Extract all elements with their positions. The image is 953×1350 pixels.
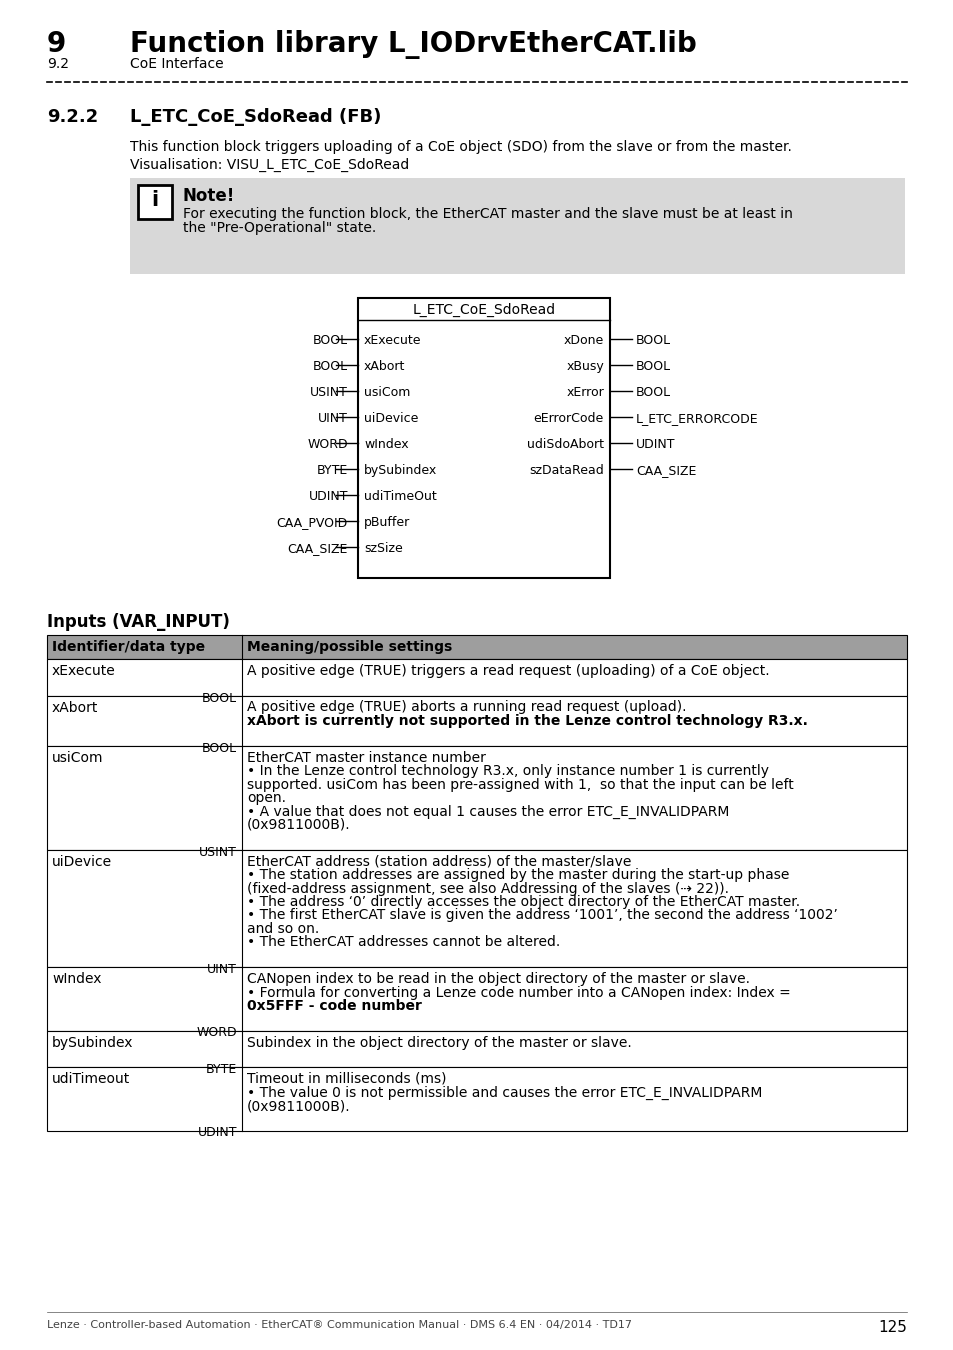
Text: xError: xError: [566, 386, 603, 400]
Text: open.: open.: [247, 791, 286, 805]
Text: 9: 9: [47, 30, 66, 58]
Text: xAbort is currently not supported in the Lenze control technology R3.x.: xAbort is currently not supported in the…: [247, 714, 807, 728]
Text: xExecute: xExecute: [364, 333, 421, 347]
Text: UINT: UINT: [207, 963, 236, 976]
Text: L_ETC_ERRORCODE: L_ETC_ERRORCODE: [636, 412, 758, 425]
Text: WORD: WORD: [196, 1026, 236, 1040]
Text: the "Pre-Operational" state.: the "Pre-Operational" state.: [183, 221, 375, 235]
Text: A positive edge (TRUE) aborts a running read request (upload).: A positive edge (TRUE) aborts a running …: [247, 701, 686, 714]
Bar: [47, 849, 906, 967]
Bar: [47, 1066, 906, 1130]
Text: supported. usiCom has been pre-assigned with 1,  so that the input can be left: supported. usiCom has been pre-assigned …: [247, 778, 793, 791]
Text: BOOL: BOOL: [313, 333, 348, 347]
Text: • The first EtherCAT slave is given the address ‘1001’, the second the address ‘: • The first EtherCAT slave is given the …: [247, 909, 837, 922]
Text: For executing the function block, the EtherCAT master and the slave must be at l: For executing the function block, the Et…: [183, 207, 792, 221]
Bar: [357, 298, 609, 578]
Text: UINT: UINT: [317, 412, 348, 425]
Text: bySubindex: bySubindex: [52, 1035, 133, 1049]
Text: USINT: USINT: [199, 845, 236, 859]
Text: 125: 125: [877, 1320, 906, 1335]
Text: 9.2.2: 9.2.2: [47, 108, 98, 126]
Text: Visualisation: VISU_L_ETC_CoE_SdoRead: Visualisation: VISU_L_ETC_CoE_SdoRead: [130, 158, 409, 173]
Bar: [47, 745, 906, 849]
Text: udiTimeOut: udiTimeOut: [364, 490, 436, 504]
Text: uiDevice: uiDevice: [364, 412, 418, 425]
Text: (0x9811000B).: (0x9811000B).: [247, 1099, 351, 1112]
Text: Meaning/possible settings: Meaning/possible settings: [247, 640, 452, 653]
Text: BYTE: BYTE: [316, 464, 348, 477]
Text: BOOL: BOOL: [636, 386, 670, 400]
Text: bySubindex: bySubindex: [364, 464, 436, 477]
Text: Note!: Note!: [183, 188, 235, 205]
Text: A positive edge (TRUE) triggers a read request (uploading) of a CoE object.: A positive edge (TRUE) triggers a read r…: [247, 664, 769, 678]
Text: USINT: USINT: [310, 386, 348, 400]
Text: wIndex: wIndex: [364, 437, 408, 451]
Text: CoE Interface: CoE Interface: [130, 57, 223, 72]
Text: szDataRead: szDataRead: [529, 464, 603, 477]
Text: CANopen index to be read in the object directory of the master or slave.: CANopen index to be read in the object d…: [247, 972, 749, 986]
Text: usiCom: usiCom: [52, 751, 103, 764]
Bar: [130, 178, 904, 274]
Text: EtherCAT address (station address) of the master/slave: EtherCAT address (station address) of th…: [247, 855, 631, 868]
Text: wIndex: wIndex: [52, 972, 101, 986]
Text: (fixed-address assignment, see also Addressing of the slaves (⇢ 22)).: (fixed-address assignment, see also Addr…: [247, 882, 728, 895]
Text: BOOL: BOOL: [202, 741, 236, 755]
Text: CAA_SIZE: CAA_SIZE: [636, 464, 696, 477]
Text: eErrorCode: eErrorCode: [533, 412, 603, 425]
Text: Timeout in milliseconds (ms): Timeout in milliseconds (ms): [247, 1072, 446, 1085]
Text: Identifier/data type: Identifier/data type: [52, 640, 205, 653]
Bar: [47, 967, 906, 1030]
Text: pBuffer: pBuffer: [364, 516, 410, 529]
Text: • The station addresses are assigned by the master during the start-up phase: • The station addresses are assigned by …: [247, 868, 788, 882]
Bar: [47, 695, 906, 745]
Bar: [47, 634, 906, 659]
Text: • The value 0 is not permissible and causes the error ETC_E_INVALIDPARM: • The value 0 is not permissible and cau…: [247, 1085, 761, 1100]
Text: xAbort: xAbort: [364, 360, 405, 373]
Text: Subindex in the object directory of the master or slave.: Subindex in the object directory of the …: [247, 1035, 631, 1049]
Text: (0x9811000B).: (0x9811000B).: [247, 818, 351, 832]
Text: BOOL: BOOL: [636, 333, 670, 347]
Text: CAA_SIZE: CAA_SIZE: [287, 541, 348, 555]
Text: 0x5FFF - code number: 0x5FFF - code number: [247, 999, 421, 1012]
Text: • The EtherCAT addresses cannot be altered.: • The EtherCAT addresses cannot be alter…: [247, 936, 559, 949]
Text: • Formula for converting a Lenze code number into a CANopen index: Index =: • Formula for converting a Lenze code nu…: [247, 986, 790, 999]
Text: and so on.: and so on.: [247, 922, 319, 936]
Text: WORD: WORD: [307, 437, 348, 451]
Text: BYTE: BYTE: [206, 1062, 236, 1076]
Text: BOOL: BOOL: [636, 360, 670, 373]
Bar: [138, 185, 172, 219]
Text: • In the Lenze control technology R3.x, only instance number 1 is currently: • In the Lenze control technology R3.x, …: [247, 764, 768, 778]
Text: CAA_PVOID: CAA_PVOID: [276, 516, 348, 529]
Text: This function block triggers uploading of a CoE object (SDO) from the slave or f: This function block triggers uploading o…: [130, 140, 791, 154]
Bar: [47, 659, 906, 695]
Text: szSize: szSize: [364, 541, 402, 555]
Text: BOOL: BOOL: [202, 691, 236, 705]
Text: xAbort: xAbort: [52, 701, 98, 714]
Text: Inputs (VAR_INPUT): Inputs (VAR_INPUT): [47, 613, 230, 630]
Text: uiDevice: uiDevice: [52, 855, 112, 868]
Text: UDINT: UDINT: [308, 490, 348, 504]
Text: usiCom: usiCom: [364, 386, 410, 400]
Text: • The address ‘0’ directly accesses the object directory of the EtherCAT master.: • The address ‘0’ directly accesses the …: [247, 895, 800, 909]
Text: 9.2: 9.2: [47, 57, 69, 72]
Text: xDone: xDone: [563, 333, 603, 347]
Text: udiSdoAbort: udiSdoAbort: [526, 437, 603, 451]
Text: Function library L_IODrvEtherCAT.lib: Function library L_IODrvEtherCAT.lib: [130, 30, 696, 59]
Text: UDINT: UDINT: [197, 1126, 236, 1139]
Text: Lenze · Controller-based Automation · EtherCAT® Communication Manual · DMS 6.4 E: Lenze · Controller-based Automation · Et…: [47, 1320, 631, 1330]
Text: L_ETC_CoE_SdoRead: L_ETC_CoE_SdoRead: [412, 302, 555, 317]
Text: udiTimeout: udiTimeout: [52, 1072, 131, 1085]
Text: UDINT: UDINT: [636, 437, 675, 451]
Text: EtherCAT master instance number: EtherCAT master instance number: [247, 751, 485, 764]
Text: xBusy: xBusy: [566, 360, 603, 373]
Text: BOOL: BOOL: [313, 360, 348, 373]
Bar: [47, 1030, 906, 1066]
Text: • A value that does not equal 1 causes the error ETC_E_INVALIDPARM: • A value that does not equal 1 causes t…: [247, 805, 729, 818]
Text: xExecute: xExecute: [52, 664, 115, 678]
Text: L_ETC_CoE_SdoRead (FB): L_ETC_CoE_SdoRead (FB): [130, 108, 381, 126]
Text: i: i: [152, 190, 158, 211]
